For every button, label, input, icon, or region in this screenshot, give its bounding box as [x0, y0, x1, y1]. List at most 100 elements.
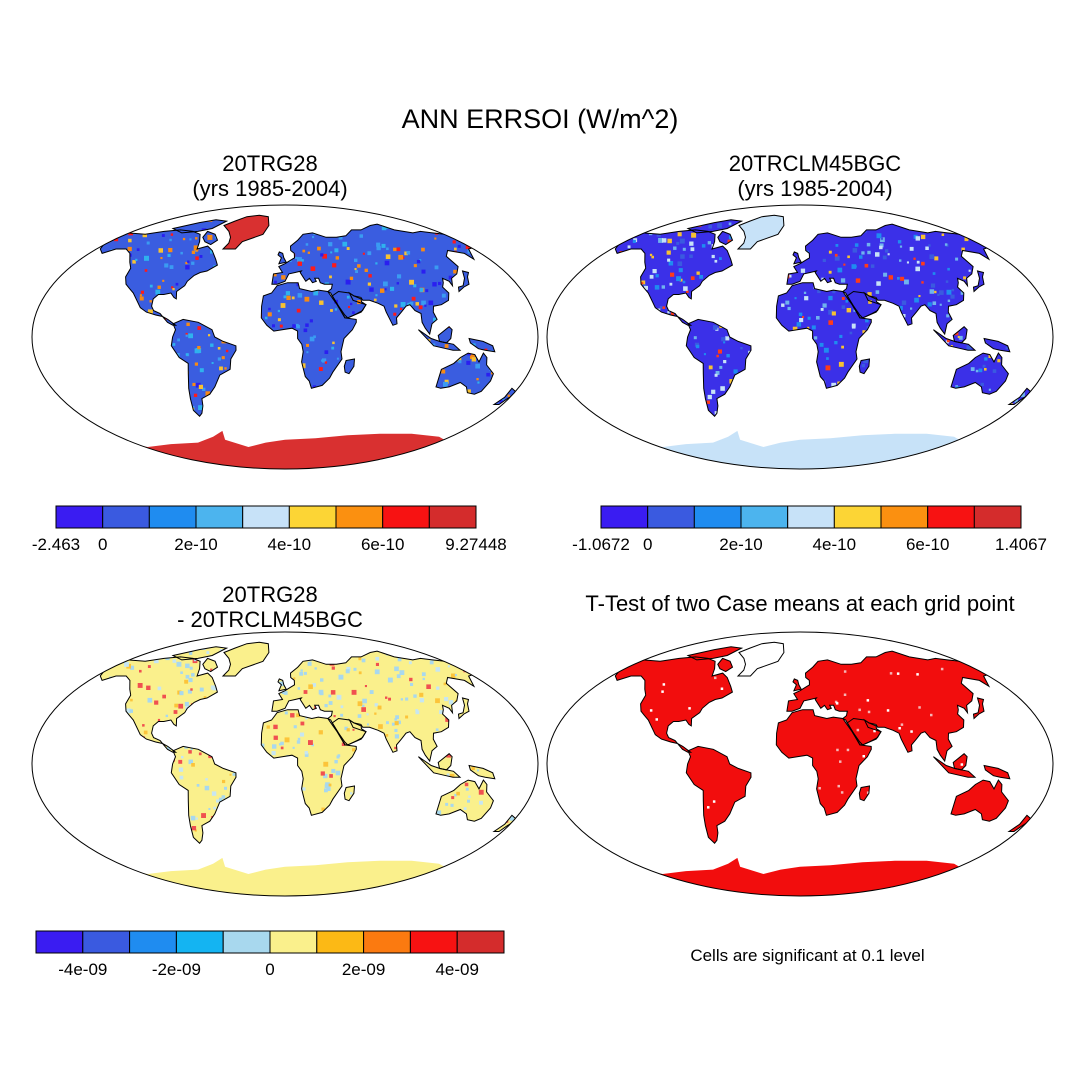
grid-cell — [247, 336, 251, 340]
grid-cell — [584, 348, 587, 351]
grid-cell — [509, 816, 514, 821]
grid-cell — [97, 287, 101, 291]
new-guinea-landmass — [469, 765, 495, 779]
grid-cell — [1024, 659, 1027, 662]
grid-cell — [919, 339, 923, 343]
grid-cell — [179, 638, 184, 643]
grid-cell — [274, 280, 277, 284]
grid-cell — [56, 427, 58, 429]
grid-cell — [323, 761, 329, 767]
grid-cell — [63, 684, 67, 688]
grid-cell — [852, 248, 858, 253]
grid-cell — [75, 332, 78, 335]
grid-cell — [968, 422, 973, 427]
grid-cell — [115, 219, 120, 224]
grid-cell — [113, 226, 119, 231]
grid-cell — [828, 250, 832, 254]
grid-cell — [843, 670, 847, 673]
south-america-landmass — [686, 746, 751, 844]
grid-cell — [395, 649, 398, 652]
grid-cell — [781, 808, 784, 811]
grid-cell — [453, 225, 458, 230]
colorbar-tick-label: 2e-09 — [341, 960, 386, 979]
grid-cell — [604, 245, 609, 250]
grid-cell — [818, 286, 821, 289]
grid-cell — [460, 323, 465, 328]
grid-cell — [980, 401, 984, 404]
grid-cell — [251, 794, 256, 798]
grid-cell — [638, 728, 641, 731]
grid-cell — [167, 650, 172, 655]
grid-cell — [198, 752, 202, 756]
grid-cell — [101, 740, 107, 746]
grid-cell — [458, 298, 463, 303]
grid-cell — [300, 376, 304, 380]
grid-cell — [139, 294, 142, 297]
grid-cell — [75, 253, 78, 256]
grid-cell — [357, 264, 361, 268]
grid-cell — [307, 816, 310, 819]
grid-cell — [936, 365, 940, 369]
grid-cell — [465, 713, 470, 718]
grid-cell — [441, 395, 447, 401]
grid-cell — [367, 829, 371, 833]
grid-cell — [510, 337, 513, 341]
grid-cell — [932, 301, 937, 305]
grid-cell — [362, 383, 366, 388]
grid-cell — [109, 301, 112, 304]
grid-cell — [856, 728, 860, 732]
grid-cell — [211, 321, 215, 325]
grid-cell — [467, 652, 473, 657]
grid-cell — [335, 368, 339, 372]
grid-cell — [377, 742, 380, 746]
africa-coastline — [775, 282, 872, 389]
grid-cell — [329, 429, 333, 433]
grid-cell — [964, 389, 969, 393]
grid-cell — [706, 400, 710, 404]
australia-coastline — [950, 352, 1009, 395]
grid-cell — [719, 365, 723, 369]
grid-cell — [502, 316, 506, 320]
grid-cell — [202, 747, 207, 752]
grid-cell — [388, 369, 393, 374]
grid-cell — [879, 382, 884, 387]
grid-cell — [258, 326, 263, 331]
grid-cell — [135, 380, 139, 384]
grid-cell — [53, 826, 56, 829]
grid-cell — [986, 315, 989, 318]
grid-cell — [428, 300, 434, 306]
grid-cell — [205, 711, 208, 715]
grid-cell — [444, 653, 449, 658]
grid-cell — [227, 846, 231, 850]
grid-cell — [434, 237, 437, 240]
grid-cell — [194, 829, 197, 832]
grid-cell — [797, 364, 800, 367]
grid-cell — [221, 265, 227, 271]
grid-cell — [992, 369, 997, 373]
grid-cell — [470, 354, 475, 359]
grid-cell — [61, 656, 64, 659]
grid-cell — [681, 368, 686, 374]
grid-cell — [271, 861, 276, 866]
grid-cell — [260, 848, 264, 852]
grid-cell — [74, 337, 76, 339]
grid-cell — [635, 341, 638, 344]
grid-cell — [364, 268, 368, 272]
grid-cell — [1000, 223, 1005, 229]
grid-cell — [309, 402, 314, 407]
grid-cell — [503, 639, 506, 642]
grid-cell — [808, 356, 811, 359]
grid-cell — [291, 296, 295, 300]
grid-cell — [647, 403, 651, 407]
grid-cell — [208, 283, 211, 286]
grid-cell — [1029, 278, 1032, 281]
grid-cell — [1000, 223, 1005, 228]
grid-cell — [416, 846, 421, 851]
grid-cell — [755, 266, 760, 271]
grid-cell — [952, 347, 957, 352]
grid-cell — [661, 690, 664, 693]
grid-cell — [984, 368, 987, 371]
grid-cell — [370, 763, 374, 767]
grid-cell — [268, 411, 273, 415]
grid-cell — [137, 765, 142, 770]
